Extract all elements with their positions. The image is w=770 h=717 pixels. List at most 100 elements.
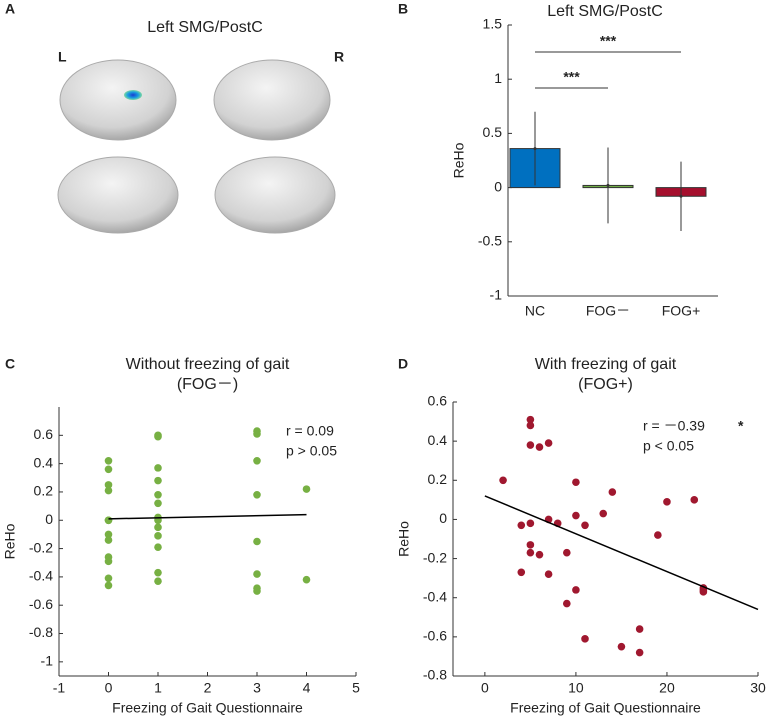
brain-surface	[57, 156, 179, 234]
scatter-point	[253, 537, 261, 546]
scatter-point	[581, 521, 589, 530]
scatter-point	[104, 457, 113, 465]
y-tick-label: 0	[494, 178, 502, 194]
y-tick-label: 0.2	[428, 471, 448, 487]
panel-label: B	[398, 1, 408, 17]
y-tick-label: 0.5	[483, 124, 503, 140]
y-tick-label: -0.8	[29, 624, 53, 640]
annotation: p < 0.05	[643, 438, 694, 454]
scatter-point	[253, 430, 261, 438]
significance-label: ***	[563, 69, 580, 85]
y-tick-label: 0	[439, 510, 447, 526]
y-tick-label: 0.4	[34, 454, 54, 470]
chart-subtitle: (FOG+)	[578, 376, 633, 393]
error-bar-center	[679, 194, 683, 198]
scatter-point	[663, 498, 671, 506]
y-tick-label: -0.6	[423, 628, 447, 644]
scatter-point	[104, 581, 113, 590]
chart-title: Left SMG/PostC	[547, 3, 663, 20]
x-tick-label: NC	[525, 303, 545, 319]
scatter-point	[608, 488, 617, 496]
scatter-point	[104, 516, 113, 525]
scatter-point	[302, 485, 311, 493]
scatter-point	[154, 532, 162, 540]
scatter-point	[699, 588, 708, 596]
scatter-point	[635, 625, 644, 633]
scatter-point	[526, 441, 535, 449]
scatter-point	[563, 599, 571, 608]
x-tick-label: FOG+	[662, 303, 701, 319]
scatter-point	[635, 648, 644, 657]
x-tick-label: 5	[352, 680, 360, 696]
panel-label: D	[398, 356, 408, 372]
y-tick-label: 0	[45, 511, 53, 527]
x-tick-label: FOG－	[586, 303, 630, 319]
fit-line	[484, 495, 759, 611]
scatter-point	[581, 635, 589, 643]
hemisphere-label: L	[58, 49, 67, 65]
scatter-point	[154, 490, 162, 499]
x-tick-label: 0	[105, 680, 113, 696]
scatter-point	[104, 465, 113, 474]
scatter-point	[253, 587, 261, 595]
y-axis-label: ReHo	[396, 521, 412, 557]
scatter-point	[253, 457, 261, 465]
scatter-point	[104, 481, 113, 489]
chart-title: Left SMG/PostC	[147, 19, 263, 36]
x-axis-label: Freezing of Gait Questionnaire	[510, 700, 701, 716]
scatter-point	[526, 541, 535, 549]
scatter-point	[154, 577, 162, 585]
scatter-point	[572, 511, 580, 520]
scatter-point	[104, 536, 113, 544]
y-tick-label: -0.8	[423, 667, 447, 683]
y-axis-label: ReHo	[451, 142, 467, 178]
brain-surface	[214, 156, 336, 234]
scatter-point	[154, 476, 162, 485]
annotation: r = 0.09	[286, 423, 334, 439]
x-tick-label: 1	[154, 680, 162, 696]
y-tick-label: -0.6	[29, 596, 53, 612]
brain-surface	[59, 59, 177, 141]
y-tick-label: 1.5	[483, 16, 503, 32]
y-tick-label: -0.5	[478, 233, 502, 249]
y-tick-label: 0.6	[34, 426, 54, 442]
scatter-point	[253, 490, 261, 499]
scatter-point	[544, 570, 553, 579]
scatter-point	[526, 519, 535, 528]
chart-title: With freezing of gait	[535, 356, 677, 373]
scatter-point	[302, 575, 311, 584]
hemisphere-label: R	[334, 49, 344, 65]
scatter-point	[104, 486, 113, 495]
scatter-point	[517, 521, 526, 530]
y-tick-label: 0.4	[428, 432, 448, 448]
error-bar-center	[606, 183, 610, 187]
y-tick-label: -0.4	[423, 588, 447, 604]
panel-label: C	[5, 356, 15, 372]
scatter-point	[154, 523, 162, 532]
y-tick-label: 0.2	[34, 483, 54, 499]
x-tick-label: 20	[659, 680, 675, 696]
x-tick-label: 10	[568, 680, 584, 696]
y-tick-label: -0.4	[29, 568, 53, 584]
scatter-point	[154, 432, 162, 441]
scatter-point	[617, 642, 626, 651]
scatter-point	[563, 548, 571, 557]
scatter-point	[499, 476, 507, 485]
annotation-note: *	[738, 418, 744, 434]
scatter-point	[154, 543, 162, 551]
error-bar-center	[533, 147, 537, 151]
scatter-point	[535, 550, 544, 559]
x-tick-label: 30	[750, 680, 766, 696]
scatter-point	[517, 568, 526, 577]
scatter-point	[535, 443, 544, 451]
scatter-point	[572, 478, 580, 487]
scatter-point	[690, 496, 699, 504]
scatter-point	[526, 548, 535, 557]
panel-label: A	[5, 1, 15, 17]
annotation: p > 0.05	[286, 443, 337, 459]
scatter-point	[154, 568, 162, 577]
scatter-point	[253, 570, 261, 578]
x-tick-label: 0	[481, 680, 489, 696]
brain-surface	[213, 59, 331, 141]
